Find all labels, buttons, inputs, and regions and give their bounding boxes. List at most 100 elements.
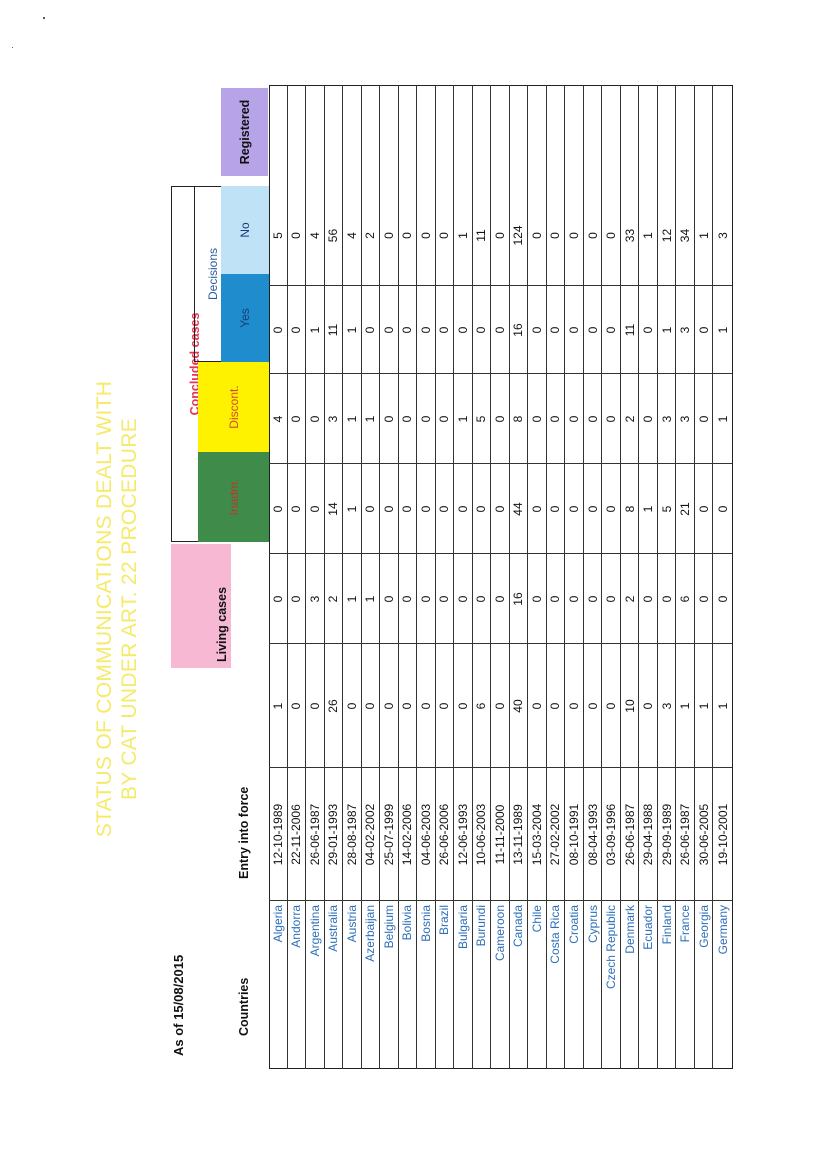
table-row: Bulgaria 12-06-1993 0 0 0 1 0 1 [454,85,473,1069]
header-countries: Countries [237,977,251,1036]
cell-country: Bosnia [418,905,433,942]
title-line-1: STATUS OF COMMUNICATIONS DEALT WITH [93,380,116,838]
cell-yes: 4 [270,415,285,423]
cell-yes: 0 [604,415,619,423]
cell-inadm: 1 [344,595,359,603]
cell-inadm: 1 [363,595,378,603]
cell-country: Canada [511,905,526,948]
cell-discont: 0 [400,505,415,513]
cell-no: 0 [437,326,452,334]
cell-yes: 0 [289,415,304,423]
cell-living: 1 [678,702,693,710]
cell-living: 1 [715,702,730,710]
cell-entry: 08-04-1993 [585,803,600,866]
table-row: Denmark 26-06-1987 10 2 8 2 11 33 [620,85,640,1069]
cell-living: 1 [696,702,711,710]
cell-no: 11 [326,323,341,337]
cell-country: Croatia [567,905,581,944]
cell-entry: 14-02-2006 [400,803,415,866]
table-row: Chile 15-03-2004 0 0 0 0 0 0 [528,85,547,1069]
cell-entry: 27-02-2002 [548,803,563,866]
cell-discont: 0 [307,505,322,513]
cell-inadm: 6 [678,595,693,603]
cell-country: Argentina [307,905,322,957]
cell-inadm: 0 [641,595,656,603]
cell-inadm: 0 [474,595,489,603]
cell-registered: 4 [307,232,322,239]
cell-discont: 0 [548,505,563,513]
cell-living: 0 [400,702,415,710]
cell-registered: 0 [492,232,507,239]
cell-living: 0 [641,702,656,710]
table-row: Germany 19-10-2001 1 0 0 1 1 3 [713,85,732,1069]
cell-country: Austria [344,905,359,943]
table-row: Bolivia 14-02-2006 0 0 0 0 0 0 [398,85,418,1069]
cell-no: 1 [659,326,674,334]
cell-no: 0 [381,326,396,334]
header-living-cases: Living cases [171,544,231,668]
cell-discont: 21 [678,502,693,516]
cell-living: 0 [289,702,304,710]
cell-registered: 0 [437,232,452,239]
header-inadmissible: Inadm. [198,452,269,542]
cell-entry: 19-10-2001 [715,803,730,866]
cell-inadm: 0 [567,595,581,603]
cell-no: 0 [289,326,304,334]
cell-yes: 0 [381,415,396,423]
table-row: Brazil 26-06-2006 0 0 0 0 0 0 [435,85,455,1069]
cell-inadm: 0 [492,595,507,603]
cell-yes: 0 [585,415,600,423]
cell-inadm: 0 [548,595,563,603]
cell-entry: 22-11-2006 [289,804,304,865]
cell-inadm: 0 [659,595,674,603]
cell-registered: 0 [585,232,600,239]
cell-inadm: 2 [326,595,341,603]
cell-no: 0 [270,326,285,334]
table-row: Cyprus 08-04-1993 0 0 0 0 0 0 [583,85,603,1069]
table-row: Bosnia 04-06-2003 0 0 0 0 0 0 [417,85,436,1069]
cell-living: 3 [659,702,674,710]
data-table: Algeria 12-10-1989 1 0 0 4 0 5 Andorra 22-11-2006… [269,85,732,1069]
cell-registered: 0 [548,232,563,239]
cell-registered: 1 [696,232,711,239]
cell-registered: 4 [344,232,359,239]
cell-no: 1 [307,326,322,334]
cell-discont: 14 [326,502,341,516]
cell-yes: 8 [511,415,526,423]
cell-country: Cameroon [492,905,507,962]
cell-yes: 0 [696,415,711,423]
cell-discont: 0 [289,505,304,513]
cell-inadm: 0 [585,595,600,603]
cell-yes: 0 [418,415,433,423]
cell-no: 0 [400,326,415,334]
cell-inadm: 0 [437,595,452,603]
cell-entry: 26-06-1987 [678,803,693,866]
cell-registered: 1 [641,232,656,239]
cell-country: Brazil [437,905,452,936]
cell-entry: 04-06-2003 [418,803,433,866]
cell-discont: 0 [585,505,600,513]
cell-country: Bulgaria [455,905,470,950]
cell-yes: 1 [715,415,730,423]
table-row: Croatia 08-10-1991 0 0 0 0 0 0 [565,85,584,1069]
cell-registered: 34 [678,228,693,243]
table-row: Ecuador 29-04-1988 0 0 1 0 0 1 [639,85,658,1069]
cell-entry: 29-04-1988 [641,803,656,866]
cell-entry: 28-08-1987 [344,803,359,866]
cell-entry: 30-06-2005 [696,803,711,866]
cell-country: France [678,905,693,943]
cell-registered: 0 [381,232,396,239]
cell-living: 0 [567,702,581,710]
table-row: Finland 29-09-1989 3 0 5 3 1 12 [657,85,677,1069]
table-row: Burundi 10-06-2003 6 0 0 5 0 11 [472,85,492,1069]
table-row: Australia 29-01-1993 26 2 14 3 11 56 [324,85,344,1069]
cell-discont: 1 [641,505,656,513]
cell-country: Australia [326,905,341,952]
table-row: Cameroon 11-11-2000 0 0 0 0 0 0 [491,85,510,1069]
cell-yes: 1 [344,415,359,423]
as-of-date: As of 15/08/2015 [171,954,186,1056]
cell-yes: 1 [455,415,470,423]
cell-discont: 0 [381,505,396,513]
header-discontinued: Discont. [198,362,269,452]
